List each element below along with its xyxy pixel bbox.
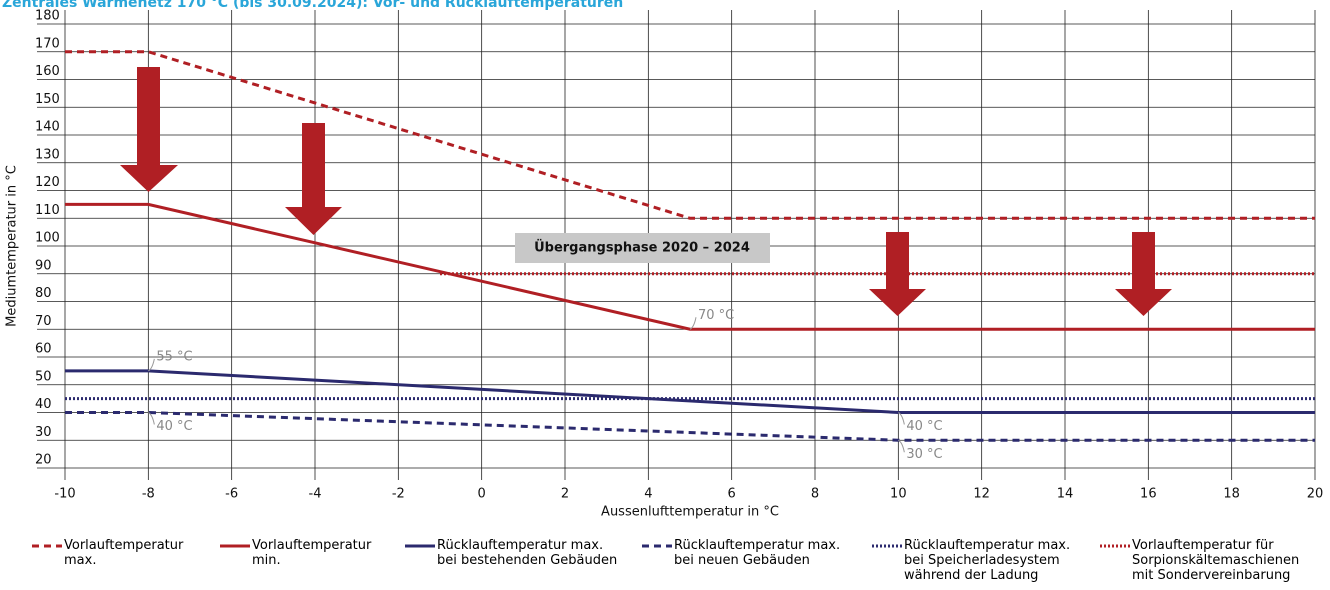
y-tick-label: 30 bbox=[35, 425, 52, 440]
x-tick-label: 14 bbox=[1057, 487, 1074, 502]
annotation-leader bbox=[148, 412, 155, 425]
legend-label: Rücklauftemperatur max. bei Speicherlade… bbox=[904, 538, 1071, 583]
y-tick-label: 110 bbox=[35, 203, 60, 218]
y-tick-label: 130 bbox=[35, 147, 60, 162]
x-tick-label: 2 bbox=[561, 487, 569, 502]
chart-title: Zentrales Wärmenetz 170 °C (bis 30.09.20… bbox=[2, 0, 623, 11]
annotation-leader bbox=[898, 412, 905, 425]
legend-swatch bbox=[32, 544, 62, 548]
annotation-leader bbox=[898, 439, 905, 453]
x-tick-label: -6 bbox=[225, 487, 238, 502]
phase-label: Übergangsphase 2020 – 2024 bbox=[534, 240, 750, 256]
y-tick-label: 180 bbox=[35, 9, 60, 24]
x-tick-label: 0 bbox=[478, 487, 486, 502]
legend-label: Vorlauftemperatur min. bbox=[252, 538, 372, 568]
x-tick-label: 8 bbox=[811, 487, 819, 502]
annotation-leader bbox=[148, 358, 155, 372]
annotation: 40 °C bbox=[156, 419, 192, 434]
y-tick-label: 50 bbox=[35, 369, 52, 384]
annotation: 70 °C bbox=[698, 308, 734, 323]
y-tick-label: 60 bbox=[35, 342, 52, 357]
y-tick-label: 40 bbox=[35, 397, 52, 412]
arrow bbox=[285, 123, 342, 235]
legend-item: Rücklauftemperatur max. bei Speicherlade… bbox=[870, 538, 1070, 583]
x-axis-label: Aussenlufttemperatur in °C bbox=[601, 505, 779, 520]
arrow bbox=[869, 232, 926, 316]
y-axis-label: Mediumtemperatur in °C bbox=[5, 165, 20, 327]
legend-item: Rücklauftemperatur max. bei bestehenden … bbox=[403, 538, 617, 568]
legend-swatch bbox=[220, 544, 250, 548]
grid: 2030405060708090100110120130140150160170… bbox=[35, 9, 1323, 502]
y-tick-label: 80 bbox=[35, 286, 52, 301]
arrows bbox=[120, 67, 1172, 316]
legend-label: Vorlauftemperatur max. bbox=[64, 538, 184, 568]
x-tick-label: 20 bbox=[1307, 487, 1324, 502]
legend-item: Rücklauftemperatur max. bei neuen Gebäud… bbox=[640, 538, 840, 568]
legend-swatch bbox=[1100, 544, 1130, 548]
x-tick-label: 12 bbox=[973, 487, 990, 502]
annotation: 55 °C bbox=[156, 349, 192, 364]
series-line bbox=[65, 50, 1315, 220]
legend-label: Rücklauftemperatur max. bei bestehenden … bbox=[437, 538, 618, 568]
x-tick-label: 6 bbox=[728, 487, 736, 502]
x-tick-label: -2 bbox=[392, 487, 405, 502]
x-tick-label: 4 bbox=[644, 487, 652, 502]
y-tick-label: 20 bbox=[35, 453, 52, 468]
x-tick-label: 16 bbox=[1140, 487, 1157, 502]
y-tick-label: 100 bbox=[35, 231, 60, 246]
legend-item: Vorlauftemperatur für Sorpionskältemasch… bbox=[1098, 538, 1299, 583]
lines: 70 °C 55 °C 40 °C 40 °C 30 °C bbox=[65, 50, 1315, 462]
arrow bbox=[1115, 232, 1172, 316]
x-tick-label: 18 bbox=[1223, 487, 1240, 502]
x-tick-label: -4 bbox=[309, 487, 322, 502]
x-tick-label: -8 bbox=[142, 487, 155, 502]
legend-swatch bbox=[872, 544, 902, 548]
series-line bbox=[65, 202, 1315, 331]
y-tick-label: 120 bbox=[35, 175, 60, 190]
legend-label: Rücklauftemperatur max. bei neuen Gebäud… bbox=[674, 538, 841, 568]
x-tick-label: 10 bbox=[890, 487, 907, 502]
annotation-leader bbox=[689, 317, 697, 330]
annotation: 40 °C bbox=[906, 419, 942, 434]
y-tick-label: 70 bbox=[35, 314, 52, 329]
y-tick-label: 170 bbox=[35, 36, 60, 51]
annotation: 30 °C bbox=[906, 447, 942, 462]
phase-box bbox=[515, 233, 770, 263]
arrow bbox=[120, 67, 178, 192]
y-tick-label: 160 bbox=[35, 64, 60, 79]
series-line bbox=[65, 369, 1315, 414]
x-tick-label: -10 bbox=[54, 487, 75, 502]
legend-swatch bbox=[642, 544, 672, 548]
legend-item: Vorlauftemperatur min. bbox=[218, 538, 371, 568]
y-tick-label: 150 bbox=[35, 92, 60, 107]
series-line bbox=[65, 411, 1315, 442]
y-tick-label: 140 bbox=[35, 120, 60, 135]
legend-label: Vorlauftemperatur für Sorpionskältemasch… bbox=[1132, 538, 1300, 583]
legend-item: Vorlauftemperatur max. bbox=[30, 538, 183, 568]
y-tick-label: 90 bbox=[35, 258, 52, 273]
legend-swatch bbox=[405, 544, 435, 548]
